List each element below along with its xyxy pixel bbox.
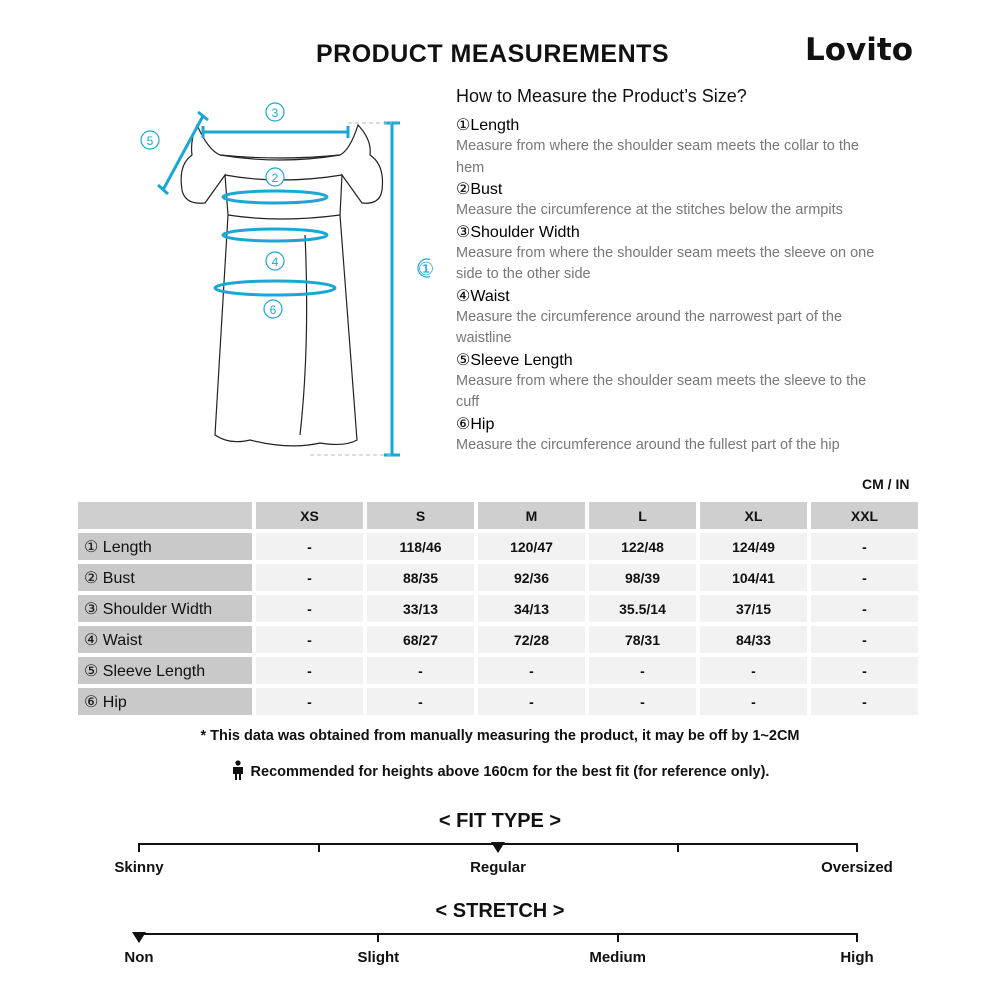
guide-waist: ④Waist Measure the circumference around t… bbox=[456, 287, 843, 347]
table-header-row: XS S M L XL XXL bbox=[78, 502, 918, 529]
table-cell: - bbox=[589, 688, 696, 715]
table-row: ⑥ Hip - - - - - - bbox=[78, 688, 918, 715]
scale-tick bbox=[317, 843, 320, 852]
selected-marker bbox=[491, 842, 505, 853]
table-cell: 72/28 bbox=[478, 626, 585, 653]
scale-label: Slight bbox=[357, 949, 400, 966]
row-label: ⑤ Sleeve Length bbox=[78, 657, 252, 684]
height-note: Recommended for heights above 160cm for … bbox=[250, 764, 770, 780]
table-cell: - bbox=[700, 657, 807, 684]
selected-marker bbox=[132, 932, 146, 943]
disclaimer: * This data was obtained from manually m… bbox=[200, 728, 800, 744]
label-4: 4 bbox=[272, 255, 279, 269]
dress-diagram: 3 2 4 5 6 bbox=[140, 102, 430, 457]
table-cell: - bbox=[256, 533, 363, 560]
measurement-lines bbox=[156, 110, 400, 457]
table-cell: 124/49 bbox=[700, 533, 807, 560]
scale-tick bbox=[676, 843, 679, 852]
size-header: XXL bbox=[811, 502, 918, 529]
scale-label: High bbox=[840, 949, 874, 966]
scale-tick bbox=[856, 933, 858, 942]
table-cell: - bbox=[811, 595, 918, 622]
table-cell: - bbox=[367, 688, 474, 715]
table-cell: 118/46 bbox=[367, 533, 474, 560]
table-cell: 35.5/14 bbox=[589, 595, 696, 622]
table-cell: - bbox=[478, 688, 585, 715]
table-cell: - bbox=[256, 657, 363, 684]
page-title: PRODUCT MEASUREMENTS bbox=[316, 40, 670, 68]
table-cell: 68/27 bbox=[367, 626, 474, 653]
table-row: ④ Waist -68/27 72/28 78/31 84/33- bbox=[78, 626, 918, 653]
header-blank bbox=[78, 502, 252, 529]
scale-label: Non bbox=[124, 949, 154, 966]
scale-line bbox=[138, 933, 858, 935]
guide-shoulder: ③Shoulder Width Measure from where the sh… bbox=[456, 223, 875, 283]
size-table: XS S M L XL XXL ① Length -118/46 120/47 122/48 124… bbox=[74, 498, 922, 719]
label-5: 5 bbox=[147, 134, 154, 148]
label-1: ① bbox=[418, 259, 435, 279]
table-cell: - bbox=[256, 626, 363, 653]
table-cell: - bbox=[700, 688, 807, 715]
table-cell: - bbox=[367, 657, 474, 684]
size-header: XL bbox=[700, 502, 807, 529]
table-cell: 84/33 bbox=[700, 626, 807, 653]
table-row: ③ Shoulder Width -33/13 34/13 35.5/14 37/15- bbox=[78, 595, 918, 622]
guide-bust: ②Bust Measure the circumference at the st… bbox=[456, 181, 843, 218]
label-2: 2 bbox=[272, 171, 279, 185]
table-cell: 37/15 bbox=[700, 595, 807, 622]
table-cell: - bbox=[811, 564, 918, 591]
table-cell: - bbox=[256, 688, 363, 715]
label-3: 3 bbox=[272, 106, 279, 120]
table-cell: - bbox=[811, 657, 918, 684]
table-row: ⑤ Sleeve Length - - - - - - bbox=[78, 657, 918, 684]
table-cell: - bbox=[478, 657, 585, 684]
scale-label: Regular bbox=[470, 859, 526, 876]
scale-tick bbox=[856, 843, 858, 852]
measure-guide: ①Length Measure from where the shoulder s… bbox=[456, 115, 886, 456]
table-cell: - bbox=[811, 626, 918, 653]
size-header: M bbox=[478, 502, 585, 529]
table-cell: 92/36 bbox=[478, 564, 585, 591]
scale-label: Medium bbox=[589, 949, 646, 966]
size-header: S bbox=[367, 502, 474, 529]
row-label: ② Bust bbox=[78, 564, 252, 591]
table-cell: - bbox=[256, 595, 363, 622]
table-cell: - bbox=[811, 688, 918, 715]
size-header: L bbox=[589, 502, 696, 529]
scale-label: Oversized bbox=[821, 859, 893, 876]
row-label: ③ Shoulder Width bbox=[78, 595, 252, 622]
guide-length: ①Length Measure from where the shoulder s… bbox=[456, 117, 859, 176]
scale-label: Skinny bbox=[114, 859, 164, 876]
table-cell: 34/13 bbox=[478, 595, 585, 622]
table-row: ① Length -118/46 120/47 122/48 124/49- bbox=[78, 533, 918, 560]
label-6: 6 bbox=[270, 303, 277, 317]
table-cell: 122/48 bbox=[589, 533, 696, 560]
table-cell: 78/31 bbox=[589, 626, 696, 653]
table-cell: 120/47 bbox=[478, 533, 585, 560]
stretch-title: < STRETCH > bbox=[435, 900, 565, 922]
table-cell: 33/13 bbox=[367, 595, 474, 622]
guide-hip: ⑥Hip Measure the circumference around the… bbox=[456, 415, 840, 453]
size-header: XS bbox=[256, 502, 363, 529]
table-cell: - bbox=[811, 533, 918, 560]
unit-label: CM / IN bbox=[862, 476, 910, 492]
brand-logo: Lovito bbox=[805, 32, 914, 68]
row-label: ④ Waist bbox=[78, 626, 252, 653]
scale-tick bbox=[138, 843, 140, 852]
fit-type-title: < FIT TYPE > bbox=[438, 810, 562, 832]
table-cell: - bbox=[256, 564, 363, 591]
table-row: ② Bust -88/35 92/36 98/39 104/41- bbox=[78, 564, 918, 591]
table-cell: 88/35 bbox=[367, 564, 474, 591]
scale-tick bbox=[377, 933, 380, 942]
table-cell: 104/41 bbox=[700, 564, 807, 591]
row-label: ⑥ Hip bbox=[78, 688, 252, 715]
guide-sleeve: ⑤Sleeve Length Measure from where the sho… bbox=[456, 351, 867, 411]
person-icon bbox=[231, 760, 245, 785]
table-cell: - bbox=[589, 657, 696, 684]
dress-outline bbox=[180, 123, 384, 447]
scale-tick bbox=[616, 933, 619, 942]
row-label: ① Length bbox=[78, 533, 252, 560]
table-cell: 98/39 bbox=[589, 564, 696, 591]
guide-heading: How to Measure the Product’s Size? bbox=[456, 86, 747, 106]
